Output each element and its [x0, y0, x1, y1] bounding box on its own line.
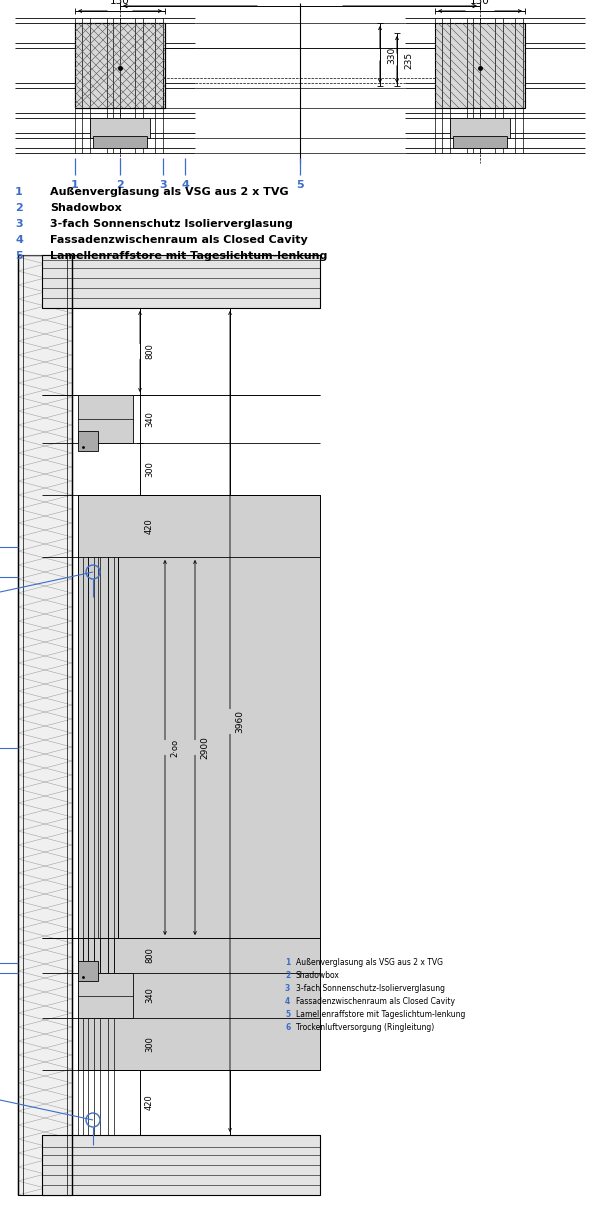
- Text: 5: 5: [15, 251, 23, 261]
- Text: 1: 1: [71, 180, 79, 190]
- Bar: [78, 431, 98, 451]
- Bar: [300, 49, 435, 108]
- Bar: [453, 136, 507, 148]
- Text: Shadowbox: Shadowbox: [296, 970, 340, 980]
- Text: 5: 5: [285, 1010, 290, 1019]
- Text: 4: 4: [285, 997, 290, 1006]
- Bar: [93, 136, 147, 148]
- Text: 800: 800: [145, 947, 154, 963]
- Text: Lamellenraffstore mit Tageslichtum­lenkung: Lamellenraffstore mit Tageslichtum­lenku…: [296, 1010, 466, 1019]
- Bar: [163, 49, 300, 108]
- Text: 3960: 3960: [235, 710, 244, 733]
- Text: 130: 130: [470, 0, 490, 6]
- Text: 4: 4: [15, 235, 23, 245]
- Text: 3-fach Sonnenschutz Isolierverglasung: 3-fach Sonnenschutz Isolierverglasung: [50, 220, 293, 229]
- Text: Lamellenraffstore mit Tageslichtum­lenkung: Lamellenraffstore mit Tageslichtum­lenku…: [50, 251, 328, 261]
- Text: Trockenluftversorgung (Ringleitung): Trockenluftversorgung (Ringleitung): [296, 1023, 434, 1032]
- Text: 6: 6: [285, 1023, 290, 1032]
- Text: 330: 330: [387, 46, 396, 63]
- Text: Außenverglasung als VSG aus 2 x TVG: Außenverglasung als VSG aus 2 x TVG: [296, 958, 443, 967]
- Text: 300: 300: [145, 461, 154, 477]
- Bar: [435, 23, 525, 108]
- Text: 420: 420: [145, 1094, 154, 1110]
- Text: 4: 4: [181, 180, 189, 190]
- Text: 3: 3: [159, 180, 167, 190]
- Text: 130: 130: [110, 0, 130, 6]
- Text: 3: 3: [15, 220, 23, 229]
- Bar: [42, 255, 320, 308]
- Text: 2: 2: [116, 180, 124, 190]
- Bar: [75, 23, 165, 108]
- Text: Fassadenzwischenraum als Closed Cavity: Fassadenzwischenraum als Closed Cavity: [296, 997, 455, 1006]
- Bar: [78, 495, 320, 1070]
- Text: 235: 235: [404, 51, 413, 69]
- Bar: [78, 395, 133, 443]
- Bar: [90, 118, 150, 138]
- Text: 2900: 2900: [200, 736, 209, 759]
- Text: Fassadenzwischenraum als Closed Cavity: Fassadenzwischenraum als Closed Cavity: [50, 235, 308, 245]
- Bar: [450, 118, 510, 138]
- Text: Außenverglasung als VSG aus 2 x TVG: Außenverglasung als VSG aus 2 x TVG: [50, 187, 289, 197]
- Text: 2: 2: [15, 203, 23, 213]
- Bar: [75, 23, 165, 108]
- Text: 3-fach Sonnenschutz-Isolierverglasung: 3-fach Sonnenschutz-Isolierverglasung: [296, 984, 445, 993]
- Text: 340: 340: [145, 411, 154, 427]
- Text: 1: 1: [15, 187, 23, 197]
- Text: Shadowbox: Shadowbox: [50, 203, 122, 213]
- Bar: [18, 255, 72, 1195]
- Text: 340: 340: [145, 987, 154, 1003]
- Text: 5: 5: [296, 180, 304, 190]
- Bar: [78, 961, 98, 981]
- Bar: [42, 1135, 320, 1195]
- Text: 1: 1: [285, 958, 290, 967]
- Text: 420: 420: [145, 518, 154, 534]
- Text: 300: 300: [145, 1036, 154, 1052]
- Text: 2·oo: 2·oo: [170, 739, 179, 757]
- Text: 2: 2: [285, 970, 290, 980]
- Bar: [78, 973, 133, 1018]
- Text: 3: 3: [285, 984, 290, 993]
- Text: 800: 800: [145, 343, 154, 359]
